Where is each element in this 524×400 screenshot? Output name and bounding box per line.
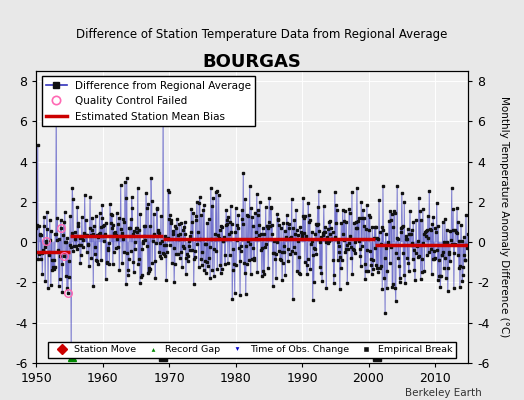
Title: BOURGAS: BOURGAS [203,53,302,71]
Text: Difference of Station Temperature Data from Regional Average: Difference of Station Temperature Data f… [77,28,447,41]
Y-axis label: Monthly Temperature Anomaly Difference (°C): Monthly Temperature Anomaly Difference (… [499,96,509,338]
Text: Berkeley Earth: Berkeley Earth [406,388,482,398]
Legend: Station Move, Record Gap, Time of Obs. Change, Empirical Break: Station Move, Record Gap, Time of Obs. C… [48,342,456,358]
